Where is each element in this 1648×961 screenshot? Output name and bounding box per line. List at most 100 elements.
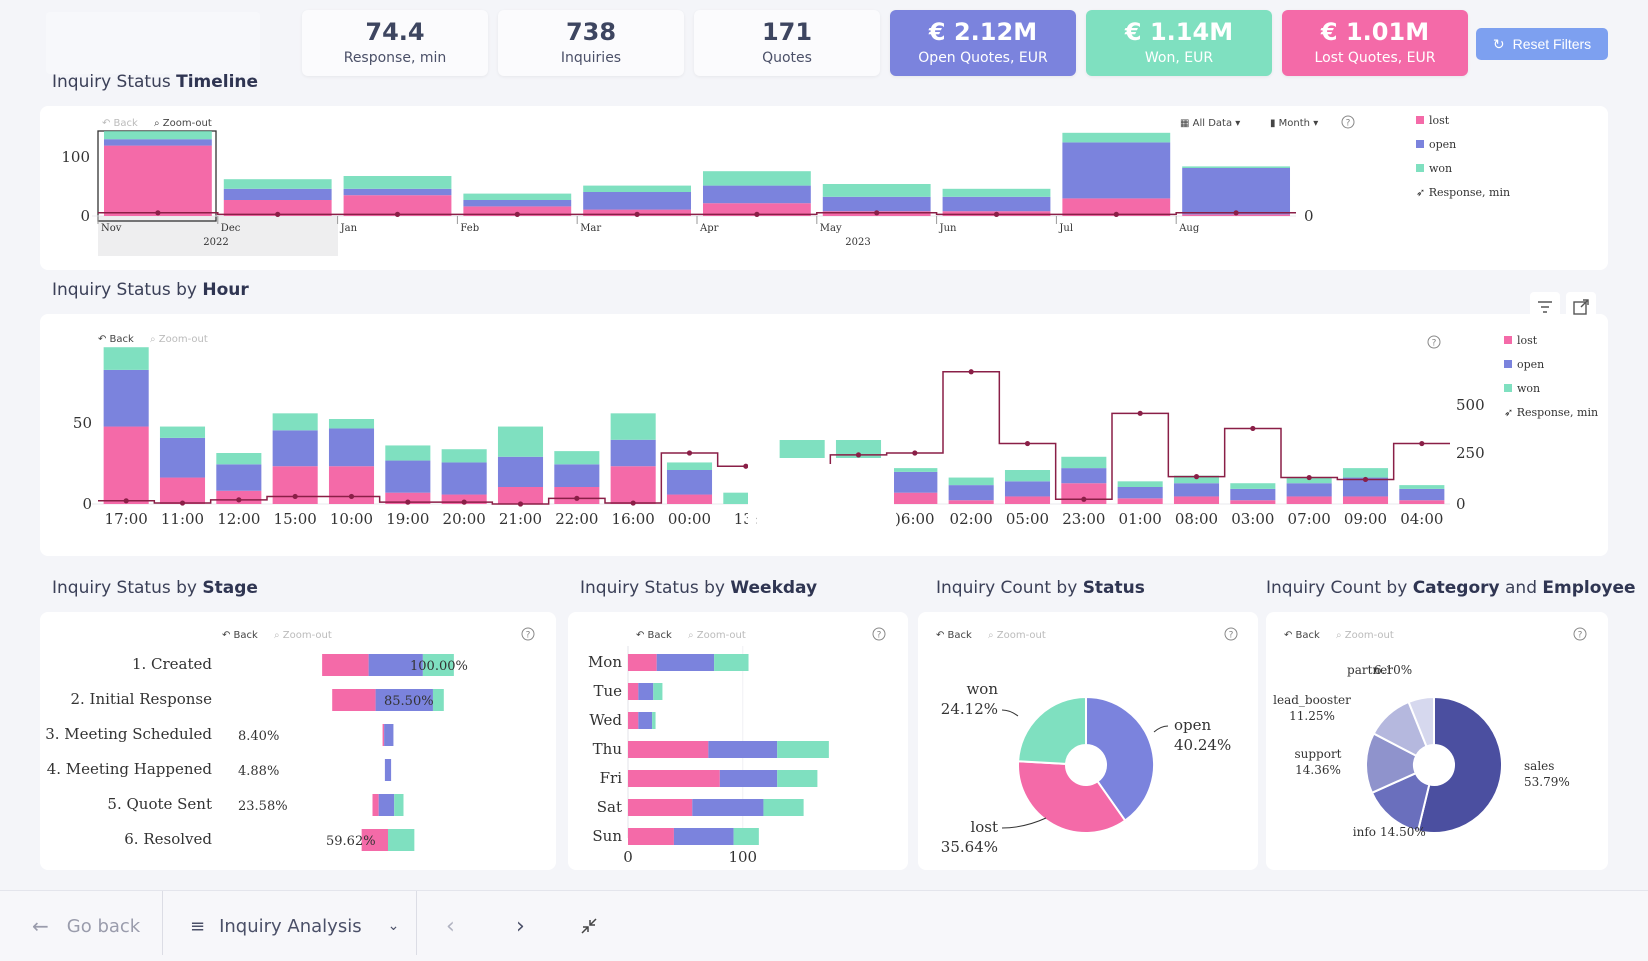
won-kpi[interactable]: € 1.14M Won, EUR xyxy=(1086,10,1272,76)
legend-label-open: open xyxy=(1429,138,1456,151)
weekday-bar-lost xyxy=(628,799,693,816)
x-tick-label: 08:00 xyxy=(1175,510,1218,528)
weekday-bar-open xyxy=(692,799,764,816)
page-selector[interactable]: ≡ Inquiry Analysis ⌄ xyxy=(190,891,399,961)
slice-won xyxy=(1017,695,1087,765)
bar-lost xyxy=(1342,496,1389,504)
bar-won xyxy=(1004,470,1051,482)
bar-lost xyxy=(1230,500,1276,504)
go-back-button[interactable]: ← Go back xyxy=(32,891,140,961)
stage-bar-open xyxy=(378,794,395,816)
help-icon-glyph: ? xyxy=(877,631,882,641)
y2-tick: 0 xyxy=(1304,207,1314,225)
bar-open xyxy=(103,139,212,146)
weekday-bar-won xyxy=(763,799,804,816)
x-tick-label: 00:00 xyxy=(668,510,711,528)
response-point xyxy=(275,211,281,217)
response-point xyxy=(993,211,1000,217)
kpi-value: 74.4 xyxy=(365,18,425,46)
bar-lost xyxy=(103,426,149,504)
bar-won xyxy=(1062,132,1171,143)
bar-open xyxy=(159,437,206,478)
inquiries-kpi[interactable]: 738 Inquiries xyxy=(498,10,684,76)
zoom-out-button: ⌕ Zoom-out xyxy=(154,118,212,129)
category-chart[interactable]: ↶ Back ⌕ Zoom-out ? sales 53.79% info 14.50% su… xyxy=(1266,612,1608,870)
x-tick-label: 16:00 xyxy=(612,510,655,528)
stage-title: Inquiry Status by Stage xyxy=(52,578,258,598)
help-icon xyxy=(1341,115,1355,129)
stage-label: 6. Resolved xyxy=(124,830,212,848)
weekday-bar-lost xyxy=(628,683,639,700)
bar-open xyxy=(1182,168,1291,215)
bar-lost xyxy=(892,492,938,504)
arrow-left-icon: ← xyxy=(32,914,49,938)
y-tick: 0 xyxy=(82,495,92,513)
back-button: ↶ Back xyxy=(102,118,138,129)
response-point xyxy=(1233,210,1239,216)
stage-label: 5. Quote Sent xyxy=(107,795,212,813)
stage-chart[interactable]: ↶ Back ⌕ Zoom-out ? 1. Created 100.00% 2. Ini… xyxy=(40,612,556,870)
x-tick-label: 15:00 xyxy=(274,510,317,528)
response-point xyxy=(630,500,636,506)
page-selector-label: Inquiry Analysis xyxy=(219,915,362,937)
stage-bar-lost xyxy=(372,794,379,816)
legend-swatch-open xyxy=(1504,360,1512,368)
category-name: partner xyxy=(1347,663,1393,677)
weekday-bar-open xyxy=(673,828,734,845)
status-chart[interactable]: ↶ Back ⌕ Zoom-out ? open 40.24% lost 35.64% won… xyxy=(918,612,1258,870)
expand-icon[interactable] xyxy=(1566,292,1596,322)
bar-won xyxy=(103,131,212,140)
label-connector xyxy=(1001,709,1019,717)
status-panel: ↶ Back ⌕ Zoom-out? open 40.24% lost 35.64% won… xyxy=(918,612,1258,870)
stage-panel: ↶ Back ⌕ Zoom-out? 1. Created 100.00% 2. Ini… xyxy=(40,612,556,870)
bar-won xyxy=(702,171,811,186)
stage-bar-lost xyxy=(332,689,376,711)
weekday-label: Tue xyxy=(593,682,622,700)
bar-open xyxy=(1062,142,1171,199)
x-tick-label: )6:00 xyxy=(895,510,935,528)
timeline-chart[interactable]: ↶ Back ⌕ Zoom-out 100 0 0 Nov Dec Jan Feb Mar Apr M… xyxy=(40,106,1608,270)
bar-won xyxy=(1182,166,1291,168)
bar-won xyxy=(583,185,692,192)
kpi-value: 171 xyxy=(761,18,813,46)
bar-open xyxy=(702,185,811,204)
reset-filters-button[interactable]: ↻ Reset Filters xyxy=(1476,28,1608,60)
kpi-label: Open Quotes, EUR xyxy=(918,50,1048,66)
bar-open xyxy=(610,439,656,467)
bar-open xyxy=(463,200,572,207)
response-point xyxy=(1137,410,1143,416)
stage-label: 4. Meeting Happened xyxy=(47,760,213,778)
slice-sales xyxy=(1416,695,1503,834)
label-connector xyxy=(1153,725,1169,733)
filter-icon[interactable] xyxy=(1530,292,1560,322)
kpi-value: € 1.01M xyxy=(1320,18,1430,46)
status-percent: 35.64% xyxy=(941,838,998,856)
stage-bar-open xyxy=(375,689,433,711)
bar-open xyxy=(223,188,332,200)
bar-open xyxy=(583,192,692,210)
response-point xyxy=(912,450,918,456)
x-tick-label: 09:00 xyxy=(1344,510,1387,528)
previous-page-button[interactable]: ‹ xyxy=(446,891,455,961)
y2-tick: 500 xyxy=(1456,396,1485,414)
response-point xyxy=(348,493,355,500)
bar-won xyxy=(216,453,262,465)
legend-label-won: won xyxy=(1517,382,1540,395)
weekday-label: Sat xyxy=(597,798,622,816)
bar-lost xyxy=(441,494,487,504)
stage-label: 1. Created xyxy=(132,655,212,673)
x-tick-label: 10:00 xyxy=(330,510,373,528)
bar-won xyxy=(610,413,656,440)
collapse-button[interactable] xyxy=(580,891,598,961)
bar-lost xyxy=(463,206,572,216)
bar-lost xyxy=(1062,198,1171,216)
lost-quotes-kpi[interactable]: € 1.01M Lost Quotes, EUR xyxy=(1282,10,1468,76)
quotes-kpi[interactable]: 171 Quotes xyxy=(694,10,880,76)
open-quotes-kpi[interactable]: € 2.12M Open Quotes, EUR xyxy=(890,10,1076,76)
next-page-button[interactable]: › xyxy=(516,891,525,961)
weekday-label: Fri xyxy=(600,769,623,787)
status-title: Inquiry Count by Status xyxy=(936,578,1145,598)
response-kpi[interactable]: 74.4 Response, min xyxy=(302,10,488,76)
